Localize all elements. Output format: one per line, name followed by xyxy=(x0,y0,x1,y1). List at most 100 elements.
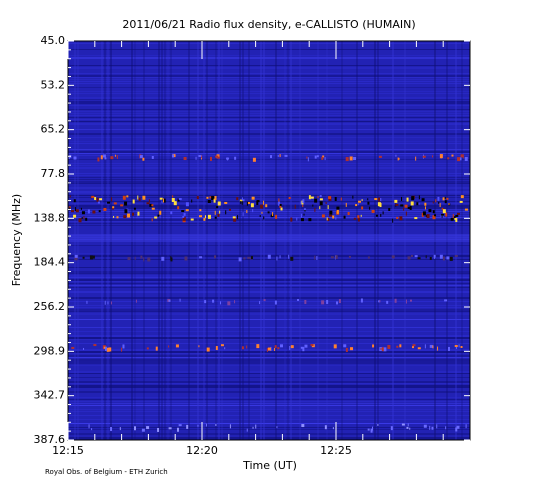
texture-speck xyxy=(259,301,261,305)
texture-speck xyxy=(267,211,270,214)
texture-speck xyxy=(434,214,437,217)
texture-speck xyxy=(334,196,337,201)
texture-speck xyxy=(276,256,278,261)
texture-speck xyxy=(172,154,176,158)
texture-speck xyxy=(358,200,362,203)
texture-speck xyxy=(312,204,314,207)
texture-row xyxy=(68,403,470,404)
texture-speck xyxy=(409,299,412,302)
texture-speck xyxy=(279,255,281,259)
y-tick-label: 342.7 xyxy=(34,389,66,402)
texture-speck xyxy=(350,347,354,351)
texture-row xyxy=(68,363,470,364)
texture-speck xyxy=(345,202,347,207)
texture-speck xyxy=(161,200,164,204)
texture-speck xyxy=(111,197,113,202)
texture-speck xyxy=(465,424,467,429)
texture-speck xyxy=(104,300,106,305)
texture-speck xyxy=(464,156,468,161)
texture-speck xyxy=(434,257,436,260)
texture-row xyxy=(68,193,470,194)
texture-speck xyxy=(132,212,135,216)
y-tick-label: 45.0 xyxy=(41,34,66,47)
texture-speck xyxy=(112,206,115,209)
texture-speck xyxy=(277,154,279,157)
texture-row xyxy=(68,121,470,122)
texture-speck xyxy=(113,202,117,205)
texture-row xyxy=(68,409,470,410)
texture-speck xyxy=(411,196,415,201)
texture-speck xyxy=(91,428,93,431)
texture-speck xyxy=(182,215,185,218)
y-tick-label: 387.6 xyxy=(34,433,66,446)
texture-speck xyxy=(74,257,78,261)
texture-speck xyxy=(149,203,153,207)
texture-row xyxy=(68,301,470,302)
texture-speck xyxy=(205,423,207,427)
texture-speck xyxy=(170,211,173,215)
texture-speck xyxy=(454,345,458,348)
texture-speck xyxy=(432,345,434,349)
texture-speck xyxy=(367,201,370,205)
texture-speck xyxy=(425,255,427,259)
texture-row xyxy=(68,419,470,420)
texture-speck xyxy=(455,214,459,217)
texture-row xyxy=(68,287,470,288)
texture-speck xyxy=(259,215,261,218)
texture-speck xyxy=(246,201,250,204)
texture-row xyxy=(68,223,470,224)
texture-speck xyxy=(345,347,348,352)
texture-speck xyxy=(317,196,319,199)
texture-speck xyxy=(449,256,453,261)
texture-speck xyxy=(428,209,432,213)
texture-row xyxy=(68,311,470,312)
texture-speck xyxy=(424,206,426,210)
texture-speck xyxy=(442,197,445,201)
texture-speck xyxy=(234,156,237,160)
texture-row xyxy=(68,87,470,88)
texture-speck xyxy=(168,345,170,348)
texture-speck xyxy=(406,197,409,202)
texture-speck xyxy=(322,155,325,158)
texture-speck xyxy=(450,217,454,221)
texture-speck xyxy=(446,256,450,260)
texture-speck xyxy=(458,344,460,348)
texture-speck xyxy=(274,345,277,349)
texture-speck xyxy=(348,255,351,258)
texture-speck xyxy=(267,347,271,351)
texture-speck xyxy=(319,201,323,206)
texture-speck xyxy=(261,211,263,214)
texture-speck xyxy=(229,424,231,429)
texture-speck xyxy=(215,346,218,351)
texture-speck xyxy=(454,217,457,220)
texture-speck xyxy=(173,201,177,206)
texture-speck xyxy=(68,155,71,159)
texture-speck xyxy=(206,347,210,352)
texture-speck xyxy=(146,426,150,430)
texture-row xyxy=(68,109,470,110)
texture-speck xyxy=(294,204,296,209)
plot-frame xyxy=(67,40,471,441)
texture-speck xyxy=(272,212,274,217)
texture-row xyxy=(68,305,470,306)
texture-speck xyxy=(375,214,378,217)
texture-speck xyxy=(151,207,155,210)
texture-speck xyxy=(304,344,308,348)
texture-speck xyxy=(357,215,360,219)
texture-speck xyxy=(175,344,179,348)
texture-speck xyxy=(400,204,404,207)
texture-row xyxy=(68,77,470,78)
texture-speck xyxy=(300,213,302,218)
texture-speck xyxy=(422,155,426,158)
texture-speck xyxy=(300,201,303,205)
texture-speck xyxy=(250,256,253,260)
texture-row xyxy=(68,381,470,383)
texture-speck xyxy=(83,347,85,350)
y-tick-label: 256.2 xyxy=(34,300,66,313)
texture-speck xyxy=(460,195,464,199)
texture-speck xyxy=(146,202,150,205)
texture-speck xyxy=(276,426,278,429)
texture-row xyxy=(68,175,470,176)
texture-speck xyxy=(206,196,209,199)
texture-speck xyxy=(92,210,96,214)
